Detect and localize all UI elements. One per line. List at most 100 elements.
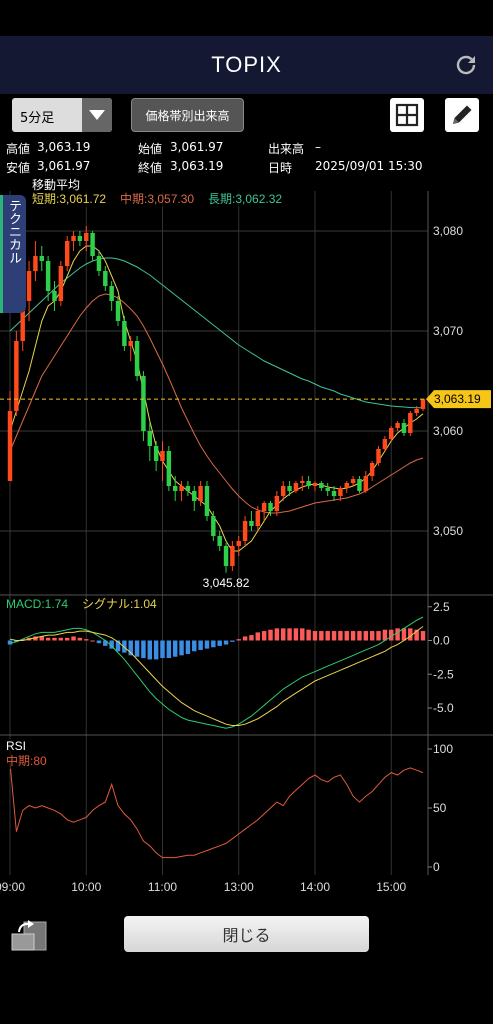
volume-profile-button[interactable]: 価格帯別出来高	[131, 98, 244, 132]
candle-body	[408, 413, 413, 433]
current-price-label: 3,063.19	[434, 392, 481, 406]
candle-body	[39, 256, 44, 261]
candle-body	[389, 428, 394, 439]
candle-body	[33, 256, 38, 271]
macd-histogram-bar	[45, 637, 51, 641]
macd-histogram-bar	[64, 637, 70, 641]
layout-button[interactable]	[390, 98, 424, 132]
macd-histogram-bar	[141, 640, 146, 659]
candle-body	[192, 491, 197, 501]
time-tick-label: 09:00	[0, 880, 25, 894]
macd-histogram-bar	[33, 636, 38, 641]
candle-body	[338, 488, 343, 496]
candle-body	[77, 236, 83, 241]
macd-histogram-bar	[319, 631, 324, 641]
refresh-icon[interactable]	[453, 52, 479, 78]
macd-histogram-bar	[204, 640, 210, 649]
ma-legend-item: 長期:3,062.32	[208, 192, 282, 206]
macd-histogram-bar	[14, 640, 19, 642]
candle-body	[204, 486, 210, 516]
macd-histogram-bar	[357, 631, 362, 641]
candle-body	[198, 486, 203, 501]
candle-body	[71, 236, 76, 241]
time-tick-label: 11:00	[148, 880, 177, 894]
candle-body	[160, 451, 165, 461]
ma-legend-title: 移動平均	[32, 178, 80, 192]
macd-histogram-bar	[249, 635, 254, 641]
candle-body	[280, 486, 286, 496]
macd-histogram-bar	[147, 640, 153, 660]
signal-line	[9, 626, 424, 726]
chart-area[interactable]: 3,080 3,070 3,060 3,050 09:00 10:00 11:00 13:00…	[0, 175, 493, 900]
macd-histogram-bar	[268, 629, 273, 641]
macd-tick-label: 2.5	[433, 600, 450, 614]
macd-histogram-bar	[7, 640, 13, 645]
macd-histogram-bar	[306, 629, 311, 641]
price-tick-label: 3,050	[433, 524, 463, 538]
candle-body	[319, 483, 324, 488]
candle-body	[255, 511, 261, 526]
pencil-icon	[453, 105, 472, 124]
ma-mid-line	[9, 293, 424, 514]
open-value: 3,061.97	[170, 140, 224, 154]
candle-body	[382, 439, 388, 449]
candle-body	[363, 476, 369, 491]
macd-histogram-bar	[192, 640, 197, 652]
candle-body	[268, 503, 273, 511]
candle-body	[90, 233, 95, 256]
macd-histogram-bar	[185, 640, 191, 654]
macd-tick-label: -5.0	[433, 701, 454, 715]
candle-body	[357, 479, 362, 491]
status-bar	[0, 0, 493, 36]
close-button[interactable]: 閉じる	[124, 916, 369, 952]
macd-histogram-bar	[71, 636, 76, 641]
macd-histogram-bar	[230, 640, 235, 642]
candle-body	[7, 411, 13, 481]
macd-histogram-bar	[134, 640, 140, 657]
rsi-tick-label: 0	[433, 860, 440, 874]
candle-body	[166, 451, 172, 486]
draw-button[interactable]	[445, 98, 479, 132]
macd-histogram-bar	[261, 631, 267, 641]
ma-long-line	[9, 257, 423, 409]
rsi-tick-label: 50	[433, 801, 447, 815]
macd-histogram-bar	[338, 631, 343, 641]
price-tick-label: 3,080	[433, 224, 463, 238]
candle-body	[128, 341, 133, 346]
candle-body	[26, 271, 32, 301]
candle-body	[109, 286, 114, 301]
rsi-line	[9, 763, 424, 859]
macd-histogram-bar	[401, 628, 407, 641]
candle-body	[369, 463, 375, 476]
macd-histogram-bar	[312, 631, 318, 641]
candle-body	[52, 291, 57, 301]
macd-histogram-bar	[20, 639, 25, 641]
high-label: 高値	[6, 142, 31, 156]
macd-tick-label: 0.0	[433, 634, 450, 648]
macd-histogram-bar	[153, 640, 159, 660]
candle-body	[274, 496, 280, 511]
macd-histogram-bar	[274, 628, 280, 641]
macd-histogram-bar	[242, 636, 248, 641]
period-select[interactable]: 5分足	[12, 98, 112, 132]
macd-histogram-bar	[211, 640, 216, 648]
candle-body	[134, 341, 140, 376]
candle-body	[395, 423, 400, 428]
macd-histogram-bar	[90, 640, 95, 642]
price-tick-label: 3,060	[433, 424, 463, 438]
candle-body	[261, 503, 267, 511]
technical-tab[interactable]: テクニカル	[0, 195, 26, 313]
macd-histogram-bar	[115, 640, 121, 652]
technical-tab-label: テクニカル	[6, 199, 21, 264]
rotate-button[interactable]	[10, 918, 48, 952]
low-value: 3,061.97	[37, 159, 91, 173]
macd-histogram-bar	[350, 631, 356, 641]
macd-histogram-bar	[300, 628, 305, 641]
macd-histogram-bar	[39, 636, 44, 641]
macd-histogram-bar	[217, 640, 222, 646]
period-select-arrow[interactable]	[82, 98, 112, 132]
volume-value: –	[315, 140, 321, 154]
signal-legend: シグナル:1.04	[82, 597, 157, 611]
macd-legend: MACD:1.74	[6, 597, 68, 611]
candle-body	[236, 541, 241, 546]
